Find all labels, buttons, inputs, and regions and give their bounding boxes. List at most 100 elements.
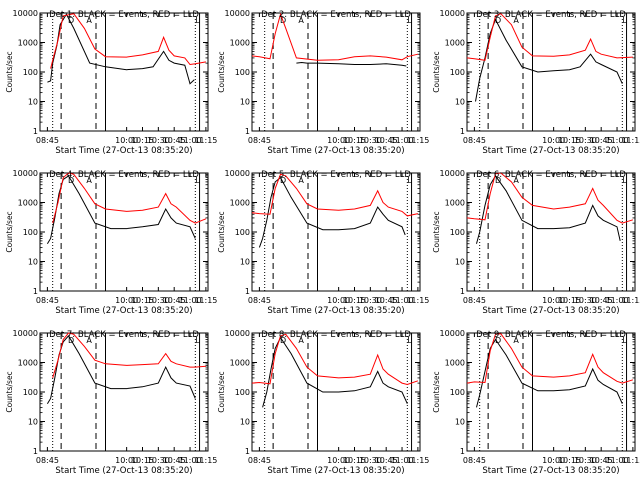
y-tick-label: 10000 <box>13 329 38 338</box>
x-tick-label: 11:00 <box>179 296 202 305</box>
panel-title: Det 8: BLACK = Events, RED = LLD <box>261 330 411 340</box>
x-tick-label: 11:15 <box>406 296 429 305</box>
series-line-red <box>251 173 419 217</box>
x-tick-label: 10:15 <box>131 296 154 305</box>
annotation-letter: A <box>513 16 519 25</box>
y-tick-label: 1 <box>33 127 38 136</box>
x-tick-label: 10:15 <box>558 296 581 305</box>
y-axis-label: Counts/sec <box>5 51 14 92</box>
x-tick-label: 11:00 <box>606 456 629 465</box>
y-tick-label: 10 <box>455 418 465 427</box>
plot-frame <box>466 172 636 292</box>
y-tick-label: 10000 <box>225 169 250 178</box>
y-tick-label: 10000 <box>440 9 465 18</box>
y-axis-label: Counts/sec <box>217 371 226 412</box>
series-line-red <box>466 13 633 61</box>
y-tick-label: 1000 <box>18 39 38 48</box>
annotation-letter: D <box>280 336 286 345</box>
x-tick-label: 10:15 <box>343 136 366 145</box>
x-tick-label: 10:15 <box>131 136 154 145</box>
y-axis-label: Counts/sec <box>5 371 14 412</box>
plot-frame <box>251 172 421 292</box>
annotation-letter: A <box>86 336 92 345</box>
y-tick-label: 100 <box>235 388 250 397</box>
x-axis-label: Start Time (27-Oct-13 08:35:20) <box>267 466 404 476</box>
annotation-letter: L <box>622 336 627 345</box>
x-tick-label: 10:30 <box>574 296 597 305</box>
x-tick-label: 10:45 <box>163 456 186 465</box>
detector-panel-1: 1 10 100 1000 10000 08:45 10:0010:1510:3010:45… <box>5 9 217 156</box>
x-tick-label: 10:00 <box>542 456 565 465</box>
y-tick-label: 1000 <box>230 359 250 368</box>
y-axis-label: Counts/sec <box>432 51 441 92</box>
y-tick-label: 10000 <box>13 9 38 18</box>
y-tick-label: 1 <box>33 287 38 296</box>
x-tick-label: 11:00 <box>606 296 629 305</box>
annotation-letter: A <box>298 176 304 185</box>
x-tick-label: 10:30 <box>147 296 170 305</box>
detector-panel-9: 1 10 100 1000 10000 08:45 10:0010:1510:3010:45… <box>432 329 640 476</box>
x-tick-label: 11:00 <box>179 456 202 465</box>
x-tick-label: 10:45 <box>375 296 398 305</box>
annotation-letter: L <box>622 176 627 185</box>
y-tick-label: 10 <box>455 258 465 267</box>
annotation-letter: A <box>513 176 519 185</box>
x-tick-label: 10:30 <box>359 456 382 465</box>
x-axis-label: Start Time (27-Oct-13 08:35:20) <box>482 306 619 316</box>
y-axis-label: Counts/sec <box>5 211 14 252</box>
plot-frame <box>39 172 209 292</box>
panel-title: Det 5: BLACK = Events, RED = LLD <box>261 170 411 180</box>
x-tick-label: 10:45 <box>590 456 613 465</box>
annotation-letter: L <box>407 176 412 185</box>
detector-panel-8: 1 10 100 1000 10000 08:45 10:0010:1510:3010:45… <box>217 329 429 476</box>
y-tick-label: 100 <box>450 228 465 237</box>
plot-frame <box>39 12 209 132</box>
y-axis-label: Counts/sec <box>432 211 441 252</box>
annotation-letter: D <box>495 176 501 185</box>
annotation-letter: L <box>407 336 412 345</box>
series-line-red <box>466 172 634 224</box>
y-tick-label: 10000 <box>440 169 465 178</box>
y-tick-label: 1000 <box>18 199 38 208</box>
y-tick-label: 1000 <box>230 39 250 48</box>
x-tick-label: 08:45 <box>36 296 59 305</box>
x-tick-label: 11:15 <box>194 456 217 465</box>
x-tick-label: 10:30 <box>574 456 597 465</box>
x-tick-label: 10:45 <box>163 296 186 305</box>
x-tick-label: 08:45 <box>248 136 271 145</box>
x-tick-label: 10:30 <box>147 136 170 145</box>
series-line-black <box>262 336 408 408</box>
annotation-letter: L <box>195 16 200 25</box>
x-tick-label: 10:15 <box>558 136 581 145</box>
series-line-red <box>251 12 419 61</box>
x-tick-label: 11:15 <box>406 456 429 465</box>
plot-frame <box>39 332 209 452</box>
series-line-red <box>52 172 207 224</box>
y-tick-label: 10 <box>240 418 250 427</box>
y-tick-label: 1000 <box>445 199 465 208</box>
x-tick-label: 11:15 <box>621 296 640 305</box>
panel-title: Det 3: BLACK = Events, RED = LLD <box>476 10 626 20</box>
x-tick-label: 10:00 <box>542 136 565 145</box>
detector-panel-5: 1 10 100 1000 10000 08:45 10:0010:1510:3010:45… <box>217 169 429 316</box>
x-tick-label: 10:00 <box>327 136 350 145</box>
x-tick-label: 10:30 <box>147 456 170 465</box>
y-tick-label: 1 <box>245 447 250 456</box>
plot-frame <box>251 12 421 132</box>
x-tick-label: 10:00 <box>327 456 350 465</box>
x-tick-label: 10:00 <box>115 456 138 465</box>
detector-panel-2: 1 10 100 1000 10000 08:45 10:0010:1510:3010:45… <box>217 9 429 156</box>
x-tick-label: 10:00 <box>115 136 138 145</box>
annotation-letter: D <box>280 176 286 185</box>
x-tick-label: 10:45 <box>590 136 613 145</box>
y-tick-label: 100 <box>235 228 250 237</box>
detector-panel-3: 1 10 100 1000 10000 08:45 10:0010:1510:3010:45… <box>432 9 640 156</box>
y-tick-label: 1 <box>460 287 465 296</box>
y-tick-label: 1 <box>33 447 38 456</box>
panel-title: Det 7: BLACK = Events, RED = LLD <box>49 330 199 340</box>
panel-title: Det 1: BLACK = Events, RED = LLD <box>49 10 199 20</box>
y-tick-label: 1 <box>460 127 465 136</box>
x-tick-label: 11:00 <box>391 296 414 305</box>
annotation-letter: L <box>195 176 200 185</box>
y-tick-label: 10 <box>28 98 38 107</box>
